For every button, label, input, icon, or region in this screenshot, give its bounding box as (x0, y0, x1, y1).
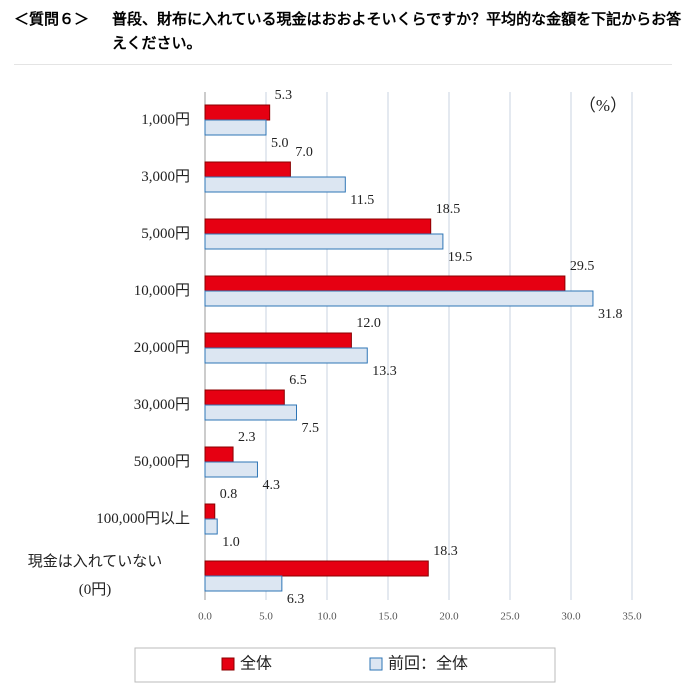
y-tick-label: 10,000円 (133, 283, 190, 299)
bar (204, 104, 271, 121)
data-label: 12.0 (356, 316, 381, 331)
bar (204, 290, 594, 307)
data-label: 18.5 (436, 202, 461, 217)
bar (204, 161, 291, 178)
legend-label: 全体 (240, 655, 272, 673)
bar (204, 119, 267, 136)
data-label: 2.3 (238, 430, 256, 445)
bar (204, 404, 297, 421)
data-label: 1.0 (222, 535, 240, 550)
unit-label: （%） (579, 96, 627, 115)
legend-box (134, 647, 556, 683)
data-label: 5.3 (275, 88, 293, 103)
x-tick-label: 5.0 (259, 611, 273, 623)
y-tick-label: 30,000円 (133, 397, 190, 413)
data-label: 7.0 (295, 145, 313, 160)
x-tick-label: 35.0 (622, 611, 642, 623)
header: ＜質問６＞ 普段、財布に入れている現金はおおよそいくらですか？平均的な金額を下記… (14, 8, 694, 56)
bar (204, 389, 285, 406)
y-tick-label: 100,000円以上 (96, 511, 190, 527)
bar (204, 560, 429, 577)
data-label: 11.5 (350, 193, 374, 208)
legend-swatch (221, 657, 235, 671)
bar (204, 446, 234, 463)
y-tick-label: 20,000円 (133, 340, 190, 356)
data-label: 19.5 (448, 250, 473, 265)
bar (204, 218, 432, 235)
y-tick-label: 現金は入れていない (0円) (27, 554, 163, 598)
data-label: 6.3 (287, 592, 305, 607)
y-tick-label: 1,000円 (141, 112, 190, 128)
x-tick-label: 0.0 (198, 611, 212, 623)
data-label: 5.0 (271, 136, 289, 151)
bar (204, 332, 352, 349)
x-tick-label: 25.0 (500, 611, 520, 623)
chart-title: 普段、財布に入れている現金はおおよそいくらですか？平均的な金額を下記からお答えく… (112, 11, 682, 52)
bar (204, 575, 283, 592)
y-tick-label: 5,000円 (141, 226, 190, 242)
question-label: ＜質問６＞ (14, 11, 90, 28)
bar (204, 518, 218, 535)
bar (204, 347, 368, 364)
data-label: 4.3 (262, 478, 280, 493)
bar (204, 275, 566, 292)
data-label: 31.8 (598, 307, 623, 322)
bar (204, 461, 258, 478)
x-tick-label: 20.0 (439, 611, 459, 623)
bar (204, 503, 216, 520)
data-label: 29.5 (570, 259, 595, 274)
bar (204, 176, 346, 193)
separator (14, 64, 672, 65)
y-tick-label: 50,000円 (133, 454, 190, 470)
x-tick-label: 30.0 (561, 611, 581, 623)
x-tick-label: 15.0 (378, 611, 398, 623)
data-label: 0.8 (220, 487, 238, 502)
data-label: 7.5 (302, 421, 320, 436)
y-tick-label: 3,000円 (141, 169, 190, 185)
data-label: 6.5 (289, 373, 307, 388)
data-label: 18.3 (433, 544, 458, 559)
x-tick-label: 10.0 (317, 611, 337, 623)
data-label: 13.3 (372, 364, 397, 379)
legend-label: 前回：全体 (388, 655, 468, 673)
legend-swatch (369, 657, 383, 671)
bar (204, 233, 444, 250)
